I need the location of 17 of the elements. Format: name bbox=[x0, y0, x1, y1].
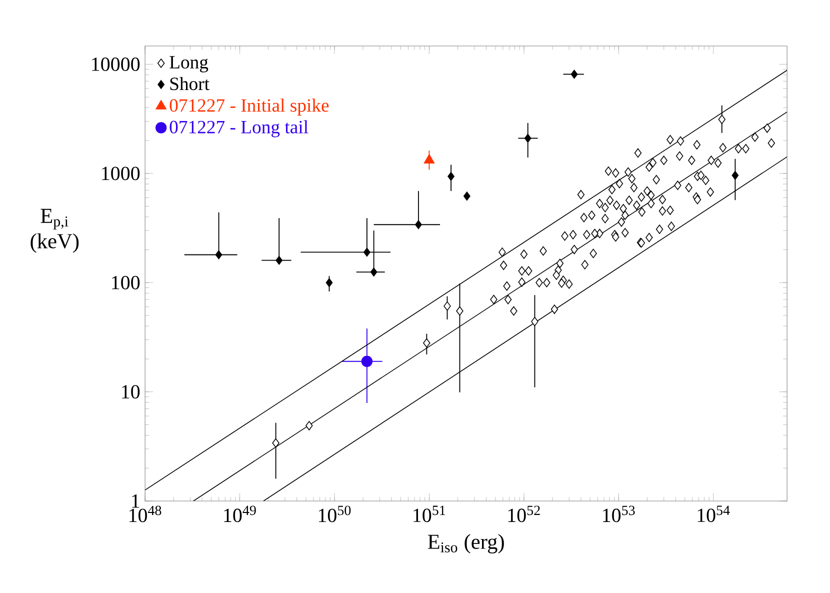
x-tick-label: 10$^{49}$ bbox=[224, 506, 256, 522]
y-tick-label: 1 bbox=[132, 494, 140, 508]
x-tick-label: 10$^{54}$ bbox=[698, 506, 730, 522]
y-tick-label: 100 bbox=[112, 276, 140, 290]
legend-label: Short bbox=[170, 77, 210, 90]
x-axis-title: E$_{iso}$ (erg) bbox=[428, 534, 504, 554]
y-tick-label: 1000 bbox=[102, 166, 140, 180]
legend-label: 071227 - Long tail bbox=[170, 120, 308, 138]
legend-label: 071227 - Initial spike bbox=[170, 98, 329, 116]
y-tick-label: 10 bbox=[122, 385, 140, 399]
x-tick-label: 10$^{52}$ bbox=[508, 506, 540, 522]
x-tick-label: 10$^{53}$ bbox=[603, 506, 635, 522]
y-axis-title: E$_{p,i}$ (keV) bbox=[30, 208, 79, 253]
y-tick-label: 10000 bbox=[92, 58, 140, 71]
legend-label: Long bbox=[170, 56, 208, 72]
x-tick-label: 10$^{50}$ bbox=[318, 506, 351, 522]
x-tick-label: 10$^{51}$ bbox=[414, 506, 446, 522]
